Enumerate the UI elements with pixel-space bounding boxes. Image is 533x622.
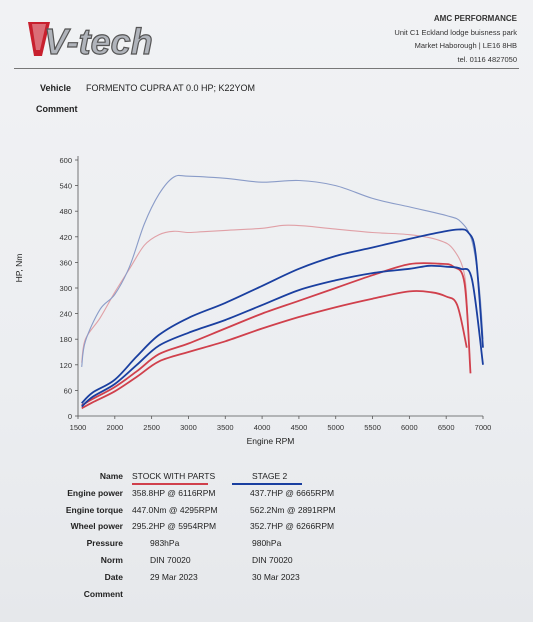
x-tick-label: 6500	[438, 423, 455, 432]
series-line-stage-2-wheel	[81, 264, 484, 408]
company-name: AMC PERFORMANCE	[433, 14, 517, 23]
results-stock-value: 29 Mar 2023	[150, 571, 198, 582]
y-tick-label: 120	[59, 361, 72, 370]
x-tick-label: 1500	[70, 423, 87, 432]
results-stage2-value: 437.7HP @ 6665RPM	[250, 487, 335, 498]
series-line-stock-with-parts-torque	[81, 224, 472, 374]
company-info: AMC PERFORMANCE Unit C1 Eckland lodge bu…	[394, 12, 517, 66]
x-tick-label: 2000	[106, 423, 123, 432]
results-row-label: Name	[99, 471, 123, 481]
vtech-logo: V-tech	[28, 20, 153, 63]
series-line-stage-2-power	[81, 228, 484, 404]
y-tick-label: 480	[59, 207, 72, 216]
x-axis-title: Engine RPM	[247, 436, 295, 446]
results-stock-value: 358.8HP @ 6116RPM	[132, 487, 216, 498]
vehicle-value: FORMENTO CUPRA AT 0.0 HP; K22YOM	[86, 83, 256, 93]
y-tick-label: 420	[59, 233, 72, 242]
y-axis-title: HP, Nm	[14, 254, 24, 283]
dyno-chart: 0 60 120 180 240 300 360 420 480 540 600 1500 2000 25…	[14, 156, 492, 446]
x-tick-label: 3000	[180, 423, 197, 432]
legend-swatch-stock	[132, 483, 208, 485]
y-tick-label: 180	[59, 335, 72, 344]
results-row-label: Norm	[100, 555, 123, 565]
y-tick-label: 0	[68, 412, 72, 421]
comment-label: Comment	[36, 104, 78, 114]
x-tick-label: 5500	[364, 423, 381, 432]
address-line-1: Unit C1 Eckland lodge buisness park	[394, 27, 517, 37]
results-stage2-value: 352.7HP @ 6266RPM	[250, 521, 335, 532]
phone: tel. 0116 4827050	[457, 54, 518, 64]
results-stock-value: 295.2HP @ 5954RPM	[132, 521, 217, 532]
x-tick-label: 5000	[327, 423, 344, 432]
results-stage2-value: 562.2Nm @ 2891RPM	[250, 504, 336, 515]
svg-text:V-tech: V-tech	[44, 21, 153, 62]
series-line-stock-with-parts-power	[81, 262, 472, 407]
legend-swatch-stage2	[232, 483, 302, 485]
results-stock-value: 447.0Nm @ 4295RPM	[132, 504, 218, 515]
results-row-label: Comment	[83, 588, 123, 599]
y-tick-label: 600	[59, 156, 72, 165]
header-divider	[14, 68, 519, 69]
results-row-label: Engine torque	[65, 504, 123, 515]
x-tick-label: 6000	[401, 423, 418, 432]
results-row-label: Wheel power	[70, 521, 123, 532]
y-tick-label: 60	[64, 386, 72, 395]
vehicle-label: Vehicle	[40, 83, 72, 93]
results-stock-value: 983hPa	[150, 538, 180, 549]
series-line-stage-2-torque	[81, 174, 484, 367]
y-tick-label: 540	[59, 182, 72, 191]
address-line-2: Market Haborough | LE16 8HB	[414, 41, 517, 50]
series-line-stock-with-parts-wheel	[81, 290, 468, 410]
results-stage2-value: STAGE 2	[252, 471, 288, 481]
results-stage2-value: 30 Mar 2023	[252, 571, 300, 582]
x-tick-label: 7000	[475, 423, 492, 432]
results-stock-value: STOCK WITH PARTS	[132, 471, 216, 481]
results-stage2-value: 980hPa	[252, 538, 282, 549]
results-row-label: Pressure	[86, 538, 123, 549]
y-tick-label: 300	[59, 284, 72, 293]
y-tick-label: 240	[59, 310, 72, 319]
results-row-label: Engine power	[67, 487, 123, 498]
x-tick-label: 2500	[143, 423, 160, 432]
results-stage2-value: DIN 70020	[252, 555, 293, 565]
x-tick-label: 4500	[291, 423, 308, 432]
y-tick-label: 360	[59, 258, 72, 267]
results-stock-value: DIN 70020	[150, 555, 191, 565]
results-row-label: Date	[104, 571, 123, 582]
x-tick-label: 4000	[254, 423, 271, 432]
x-tick-label: 3500	[217, 423, 234, 432]
